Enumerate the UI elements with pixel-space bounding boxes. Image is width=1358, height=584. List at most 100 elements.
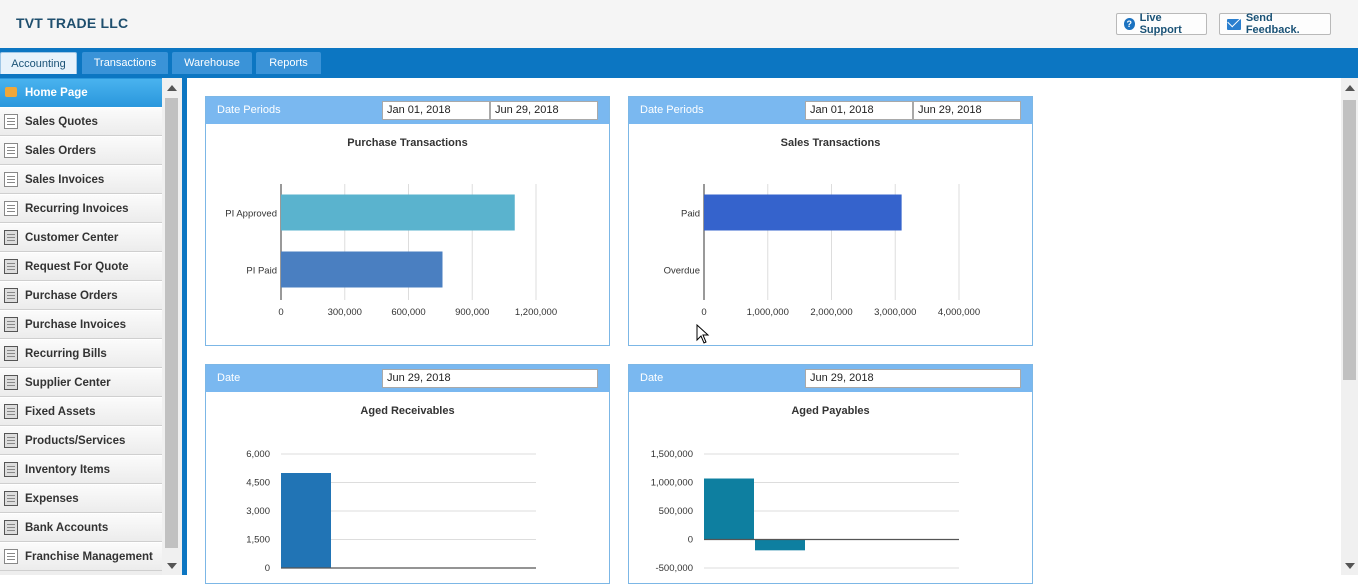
y-tick-label: 1,000,000 (651, 478, 693, 489)
sidebar-item-sales-quotes[interactable]: Sales Quotes (0, 107, 162, 136)
tab-underline (0, 74, 1358, 78)
sidebar-item-label: Purchase Invoices (25, 319, 126, 331)
sidebar-item-label: Expenses (25, 493, 79, 505)
x-tick-label: 600,000 (391, 307, 425, 318)
payables-chart: 1,500,000 1,000,000 500,000 0 -500,000 (629, 392, 1033, 584)
to-date-input[interactable]: Jun 29, 2018 (490, 101, 598, 120)
live-support-button[interactable]: ? Live Support (1116, 13, 1207, 35)
sidebar: Home Page Sales Quotes Sales Orders Sales I… (0, 78, 162, 575)
top-header: TVT TRADE LLC ? Live Support Send Feedba… (0, 0, 1358, 48)
scroll-down-icon[interactable] (167, 563, 177, 569)
document-icon (4, 201, 18, 216)
x-tick-label: 300,000 (328, 307, 362, 318)
scroll-up-icon[interactable] (167, 85, 177, 91)
x-tick-label: 900,000 (455, 307, 489, 318)
sidebar-item-sales-invoices[interactable]: Sales Invoices (0, 165, 162, 194)
from-date-input[interactable]: Jan 01, 2018 (382, 101, 490, 120)
scroll-up-icon[interactable] (1345, 85, 1355, 91)
main-tabs: Accounting Transactions Warehouse Report… (0, 48, 1358, 74)
x-tick-label: 0 (278, 307, 283, 318)
sidebar-item-label: Recurring Bills (25, 348, 107, 360)
truck-icon (4, 346, 18, 361)
date-label: Date (217, 372, 240, 384)
scrollbar-thumb[interactable] (165, 98, 178, 548)
sidebar-item-request-for-quote[interactable]: Request For Quote (0, 252, 162, 281)
truck-icon (4, 288, 18, 303)
date-input[interactable]: Jun 29, 2018 (805, 369, 1021, 388)
aged-receivables-panel: Date Jun 29, 2018 Aged Receivables 6,000… (205, 364, 610, 584)
company-name: TVT TRADE LLC (16, 15, 128, 31)
calculator-icon (4, 491, 18, 506)
supplier-icon (4, 375, 18, 390)
sidebar-item-bank-accounts[interactable]: Bank Accounts (0, 513, 162, 542)
sidebar-item-label: Customer Center (25, 232, 118, 244)
sidebar-item-products-services[interactable]: Products/Services (0, 426, 162, 455)
tab-transactions[interactable]: Transactions (82, 52, 168, 74)
main-scrollbar[interactable] (1341, 78, 1358, 575)
bar (281, 195, 515, 231)
y-tick-label: 6,000 (246, 449, 270, 460)
sales-transactions-panel: Date Periods Jan 01, 2018 Jun 29, 2018 S… (628, 96, 1033, 346)
truck-icon (4, 259, 18, 274)
y-tick-label: 3,000 (246, 506, 270, 517)
sidebar-scrollbar[interactable] (162, 78, 182, 575)
bar (281, 252, 443, 288)
sidebar-item-label: Request For Quote (25, 261, 129, 273)
sidebar-item-purchase-invoices[interactable]: Purchase Invoices (0, 310, 162, 339)
tab-warehouse[interactable]: Warehouse (172, 52, 252, 74)
date-input[interactable]: Jun 29, 2018 (382, 369, 598, 388)
sidebar-item-franchise-management[interactable]: Franchise Management (0, 542, 162, 571)
sidebar-item-supplier-center[interactable]: Supplier Center (0, 368, 162, 397)
tab-accounting[interactable]: Accounting (0, 52, 77, 74)
y-tick-label: 1,500,000 (651, 449, 693, 460)
y-tick-label: 0 (688, 535, 693, 546)
sidebar-item-label: Fixed Assets (25, 406, 96, 418)
x-tick-label: 3,000,000 (874, 307, 916, 318)
tab-reports[interactable]: Reports (256, 52, 321, 74)
help-icon: ? (1124, 18, 1135, 30)
panel-header: Date Periods Jan 01, 2018 Jun 29, 2018 (206, 97, 609, 124)
truck-icon (4, 317, 18, 332)
sidebar-item-home-page[interactable]: Home Page (0, 78, 162, 107)
purchase-chart: 0 300,000 600,000 900,000 1,200,000 PI Approv… (206, 124, 610, 344)
sidebar-item-customer-center[interactable]: Customer Center (0, 223, 162, 252)
sidebar-item-recurring-bills[interactable]: Recurring Bills (0, 339, 162, 368)
panel-header: Date Jun 29, 2018 (629, 365, 1032, 392)
y-tick-label: 1,500 (246, 535, 270, 546)
scroll-down-icon[interactable] (1345, 563, 1355, 569)
x-tick-label: 4,000,000 (938, 307, 980, 318)
truck-icon (4, 462, 18, 477)
x-tick-label: 1,200,000 (515, 307, 557, 318)
sidebar-item-label: Franchise Management (25, 551, 153, 563)
category-label: PI Paid (246, 266, 277, 277)
sidebar-item-fixed-assets[interactable]: Fixed Assets (0, 397, 162, 426)
truck-icon (4, 433, 18, 448)
sidebar-item-inventory-items[interactable]: Inventory Items (0, 455, 162, 484)
scrollbar-thumb[interactable] (1343, 100, 1356, 380)
sidebar-item-label: Bank Accounts (25, 522, 108, 534)
category-label: PI Approved (225, 209, 277, 220)
panel-header: Date Jun 29, 2018 (206, 365, 609, 392)
sidebar-item-sales-orders[interactable]: Sales Orders (0, 136, 162, 165)
send-feedback-button[interactable]: Send Feedback. (1219, 13, 1331, 35)
asset-icon (4, 404, 18, 419)
sidebar-item-purchase-orders[interactable]: Purchase Orders (0, 281, 162, 310)
sidebar-item-label: Sales Orders (25, 145, 96, 157)
date-periods-label: Date Periods (640, 104, 704, 116)
sidebar-splitter[interactable] (182, 78, 187, 575)
bar (704, 195, 902, 231)
sidebar-item-label: Purchase Orders (25, 290, 118, 302)
to-date-input[interactable]: Jun 29, 2018 (913, 101, 1021, 120)
sidebar-item-label: Products/Services (25, 435, 125, 447)
document-icon (4, 172, 18, 187)
date-periods-label: Date Periods (217, 104, 281, 116)
home-icon (4, 85, 18, 100)
document-icon (4, 143, 18, 158)
from-date-input[interactable]: Jan 01, 2018 (805, 101, 913, 120)
sidebar-item-recurring-invoices[interactable]: Recurring Invoices (0, 194, 162, 223)
y-tick-label: 4,500 (246, 478, 270, 489)
sidebar-item-expenses[interactable]: Expenses (0, 484, 162, 513)
mail-icon (1227, 19, 1241, 30)
receivables-chart: 6,000 4,500 3,000 1,500 0 (206, 392, 610, 584)
panel-header: Date Periods Jan 01, 2018 Jun 29, 2018 (629, 97, 1032, 124)
